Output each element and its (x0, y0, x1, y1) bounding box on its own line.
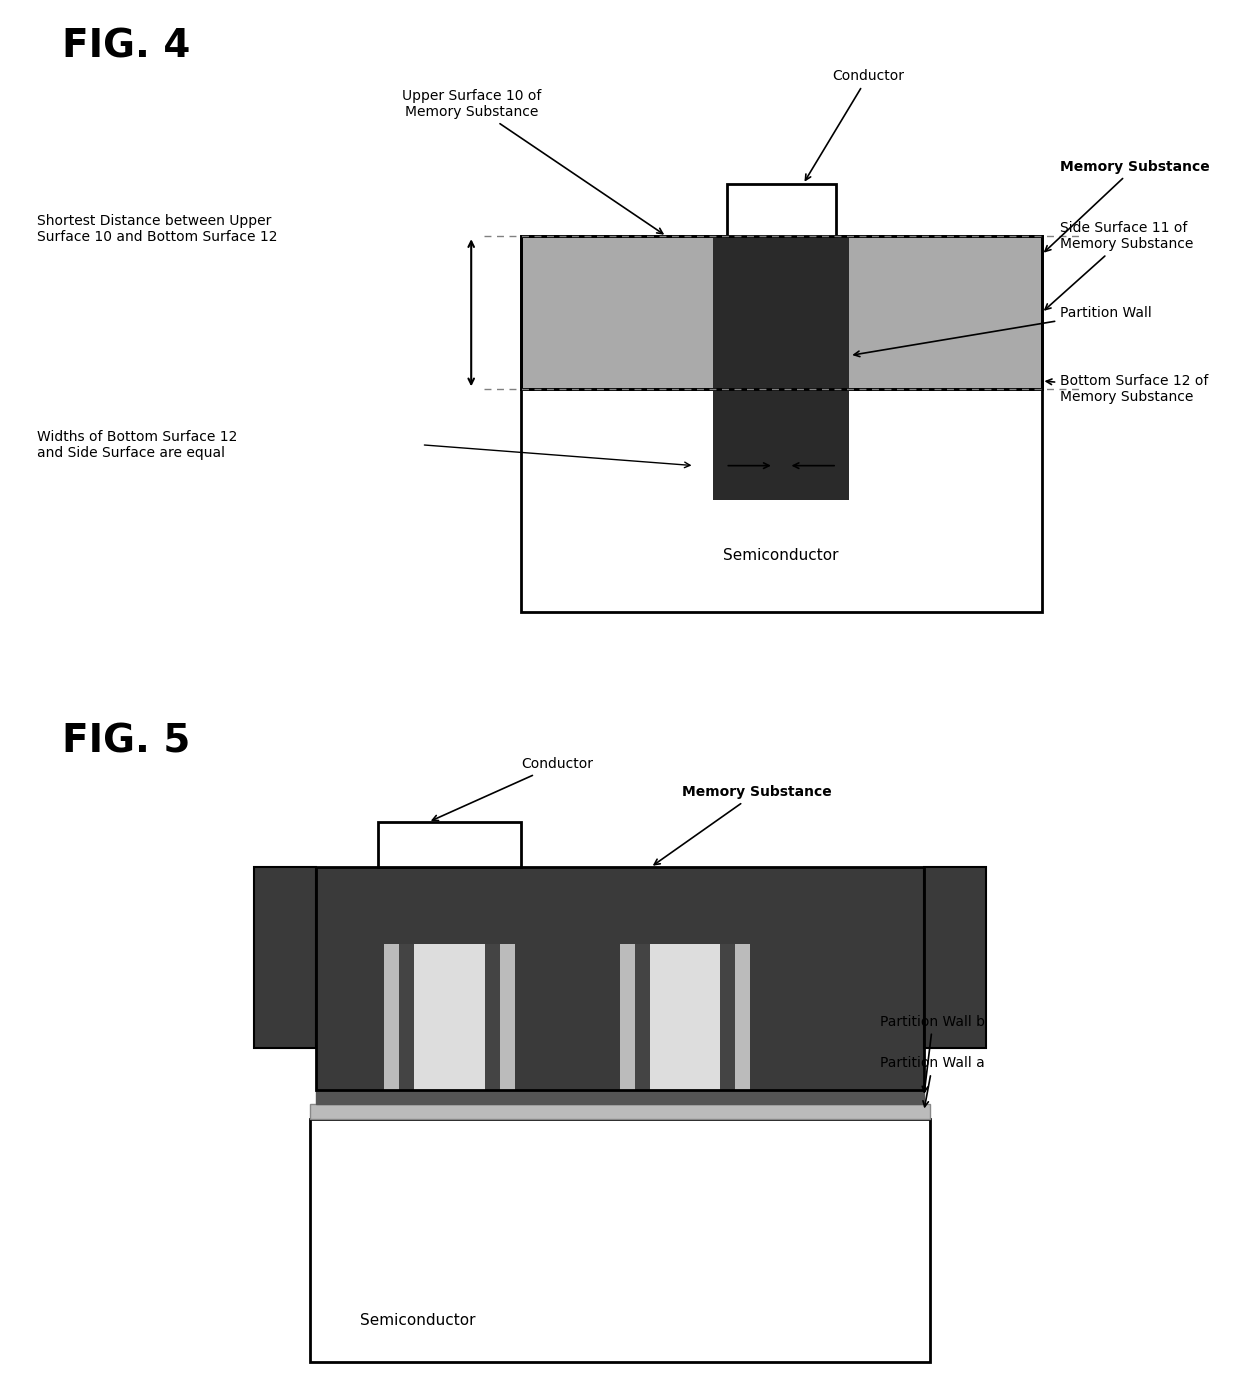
Text: Partition Wall b: Partition Wall b (880, 1015, 986, 1093)
Bar (316, 867, 924, 1090)
Bar (521, 236, 1042, 389)
Bar (650, 944, 720, 1090)
Text: Memory Substance: Memory Substance (1045, 160, 1210, 252)
Text: Widths of Bottom Surface 12
and Side Surface are equal: Widths of Bottom Surface 12 and Side Sur… (37, 430, 238, 460)
Bar (254, 867, 316, 1048)
Bar (378, 823, 521, 867)
Text: Bottom Surface 12 of
Memory Substance: Bottom Surface 12 of Memory Substance (1047, 374, 1209, 404)
Text: Conductor: Conductor (433, 758, 593, 820)
Bar (414, 944, 485, 1090)
Bar (635, 944, 735, 1090)
Bar (254, 867, 316, 1048)
Bar (384, 944, 515, 1090)
Text: Partition Wall: Partition Wall (854, 306, 1152, 357)
Text: Upper Surface 10 of
Memory Substance: Upper Surface 10 of Memory Substance (402, 89, 662, 234)
Text: Semiconductor: Semiconductor (723, 549, 839, 563)
Bar (727, 183, 836, 236)
Bar (316, 867, 924, 1090)
Text: Semiconductor: Semiconductor (360, 1314, 475, 1327)
Bar (399, 944, 500, 1090)
Bar (310, 1119, 930, 1362)
Bar (521, 389, 1042, 612)
Text: FIG. 5: FIG. 5 (62, 723, 191, 760)
Text: Partition Wall a: Partition Wall a (880, 1056, 985, 1106)
Bar (620, 944, 750, 1090)
Text: Conductor: Conductor (806, 70, 904, 181)
Text: Memory Substance: Memory Substance (655, 785, 832, 865)
Bar (924, 867, 986, 1048)
Bar (310, 1104, 930, 1119)
Text: FIG. 4: FIG. 4 (62, 28, 191, 65)
Bar (521, 236, 1042, 389)
Text: Side Surface 11 of
Memory Substance: Side Surface 11 of Memory Substance (1045, 221, 1194, 310)
Text: Shortest Distance between Upper
Surface 10 and Bottom Surface 12: Shortest Distance between Upper Surface … (37, 214, 278, 245)
Bar (924, 867, 986, 1048)
Bar (713, 236, 849, 500)
Bar (316, 1090, 924, 1104)
